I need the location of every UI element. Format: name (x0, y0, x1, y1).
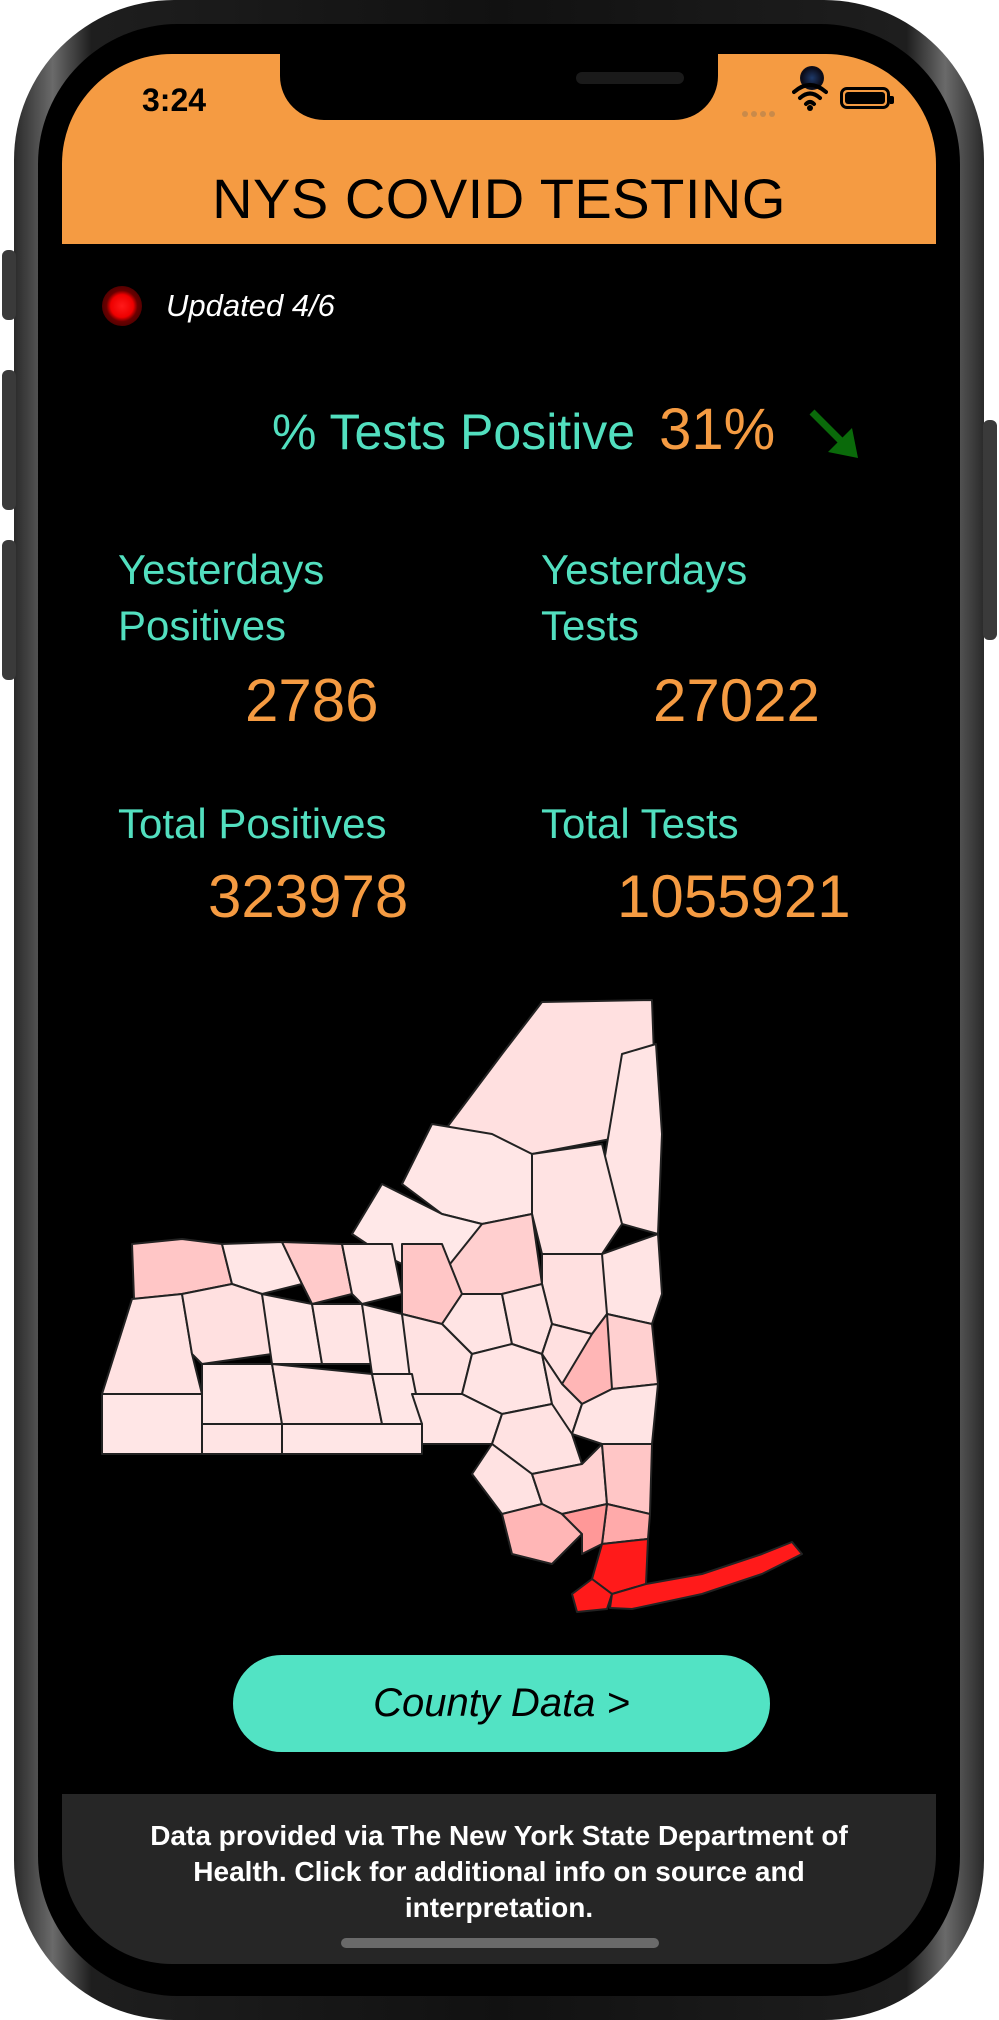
map-region-cattaraugus (201, 1423, 283, 1455)
stat-label: Tests (541, 602, 640, 649)
map-region-wayne (341, 1243, 403, 1305)
data-source-footer[interactable]: Data provided via The New York State Dep… (62, 1794, 936, 1964)
stat-label: Yesterdays (118, 546, 325, 593)
update-status: Updated 4/6 (102, 286, 335, 326)
notch (280, 54, 824, 120)
total-positives-stat: Total Positives 323978 (118, 796, 518, 936)
stat-label: Positives (118, 602, 287, 649)
status-time: 3:24 (142, 82, 207, 118)
map-region-monroe (281, 1241, 353, 1305)
mute-switch (2, 250, 16, 320)
stat-value: 27022 (653, 667, 820, 734)
percent-positive-value: 31% (659, 397, 776, 462)
map-region-long-island (609, 1541, 803, 1610)
map-region-chautauqua (101, 1393, 203, 1455)
stat-label: Yesterdays (541, 546, 748, 593)
home-indicator[interactable] (341, 1938, 659, 1948)
yesterdays-tests-stat: Yesterdays Tests 27022 (541, 542, 921, 734)
battery-icon (840, 87, 894, 109)
app-title: NYS COVID TESTING (212, 167, 786, 230)
volume-down-button (2, 540, 16, 680)
county-data-button[interactable]: County Data > (233, 1655, 770, 1752)
map-region-orleans (221, 1241, 303, 1295)
map-region-rockland (561, 1503, 608, 1555)
map-region-nyc (571, 1578, 613, 1613)
total-tests-stat: Total Tests 1055921 (541, 796, 921, 936)
percent-positive-label: % Tests Positive (272, 404, 636, 460)
stat-label: Total Tests (541, 800, 739, 847)
app-screen: 3:24 NYS COVID TESTING Updated 4/6 % Tes… (62, 54, 936, 1964)
stat-value: 323978 (208, 863, 409, 930)
live-indicator-icon (102, 286, 142, 326)
wifi-icon (792, 83, 828, 111)
percent-positive-row: % Tests Positive 31% (272, 396, 775, 463)
data-source-text[interactable]: Data provided via The New York State Dep… (150, 1820, 848, 1923)
map-region-southern-tier (281, 1423, 423, 1455)
map-region-dutchess (601, 1443, 653, 1515)
power-button (983, 420, 997, 640)
speaker-grille (576, 72, 684, 84)
nys-county-map[interactable] (62, 994, 936, 1614)
stat-value: 2786 (245, 667, 379, 734)
map-region-steuben (271, 1363, 383, 1425)
volume-up-button (2, 370, 16, 510)
yesterdays-positives-stat: Yesterdays Positives 2786 (118, 542, 498, 734)
map-region-allegany (201, 1363, 283, 1425)
app-header: 3:24 NYS COVID TESTING (62, 54, 936, 244)
update-text: Updated 4/6 (166, 288, 335, 323)
stat-value: 1055921 (617, 863, 851, 930)
trend-down-arrow-icon (809, 409, 858, 458)
signal-icon (742, 102, 782, 117)
map-region-genesee (181, 1283, 273, 1365)
stat-label: Total Positives (118, 800, 387, 847)
